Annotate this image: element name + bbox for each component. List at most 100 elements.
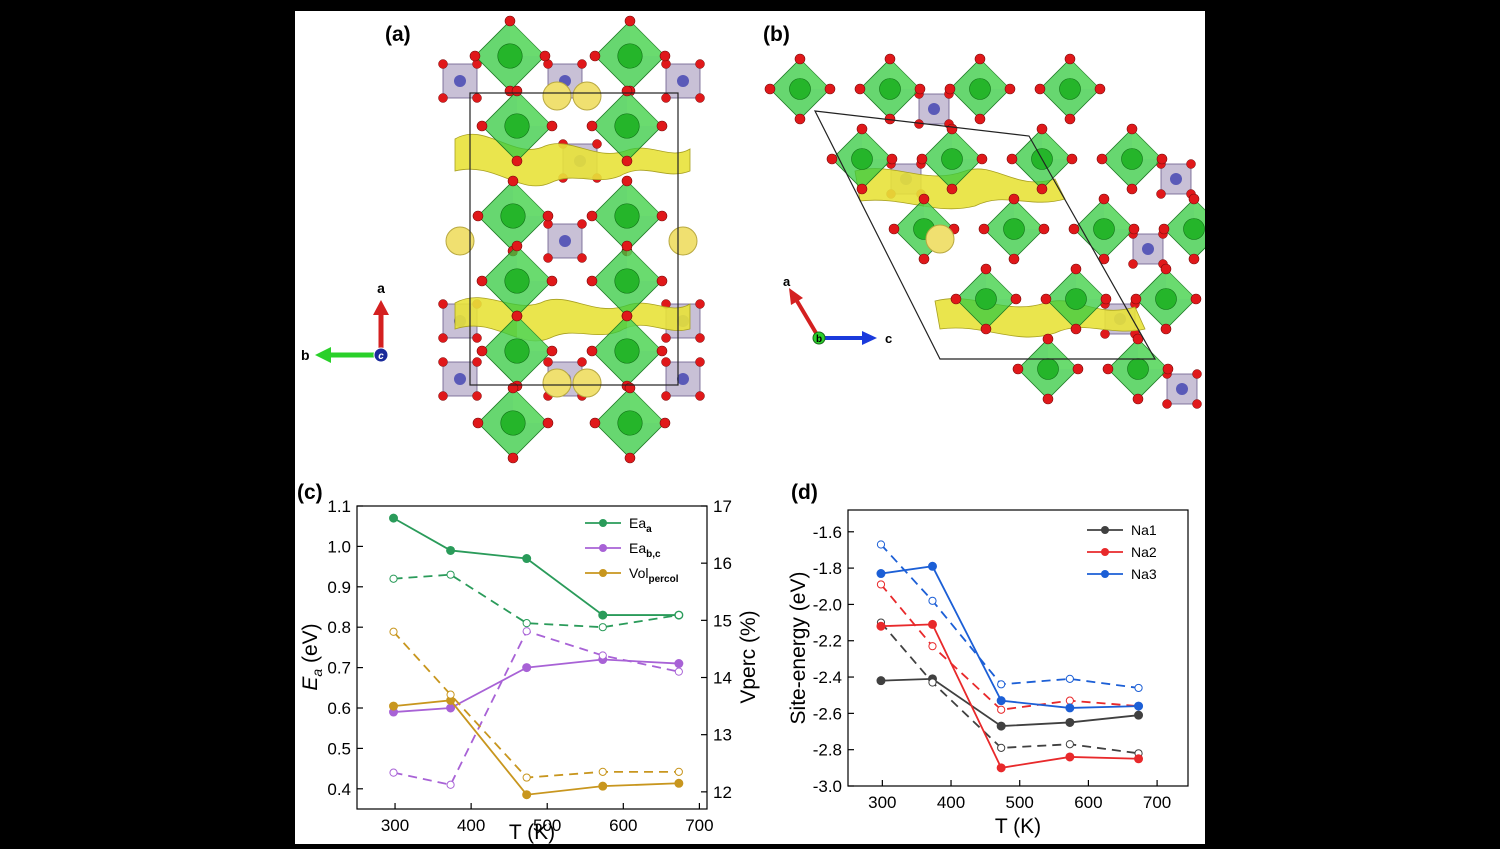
data-point (598, 781, 608, 791)
series-line (393, 658, 679, 713)
panel-b-label: (b) (763, 23, 790, 46)
octahedron (1068, 193, 1140, 265)
data-point (1065, 696, 1074, 705)
series-line (393, 630, 680, 786)
x-tick-label: 300 (868, 793, 896, 812)
legend-marker (599, 519, 607, 527)
octahedron (586, 240, 668, 322)
data-point (598, 610, 608, 620)
legend-marker (599, 569, 607, 577)
octahedron (472, 382, 554, 464)
octahedron (589, 15, 671, 97)
series-line (880, 621, 1139, 755)
data-point (1065, 752, 1075, 762)
series-line (880, 623, 1139, 769)
data-point (674, 767, 683, 776)
octahedron (1040, 263, 1112, 335)
axis-b-label-b: b (816, 334, 822, 345)
octahedron (1096, 123, 1168, 195)
sodium-atom (542, 368, 572, 398)
octahedron (978, 193, 1050, 265)
y-axis-label-d: Site-energy (eV) (787, 572, 810, 725)
data-point (876, 540, 886, 549)
panel-a-label: (a) (385, 23, 411, 46)
data-point (522, 663, 532, 673)
tetrahedron (438, 357, 482, 401)
ticks-c: 300 400 500 600 700 0.4 0.5 0.6 0.7 0.8 0.9 1.0 1.1 1… (327, 497, 732, 835)
tetrahedron (1156, 159, 1196, 199)
data-point (389, 574, 398, 583)
sodium-atom (925, 224, 955, 254)
y-tick-label: -1.8 (813, 559, 842, 578)
data-point (996, 721, 1006, 731)
y-tick-label: -2.2 (813, 632, 842, 651)
plot-frame-d (847, 509, 1189, 787)
legend-marker (599, 544, 607, 552)
series-line (393, 699, 679, 796)
data-point (674, 667, 683, 676)
data-point (389, 513, 399, 523)
data-point (446, 690, 455, 699)
axis-c-label-a: c (378, 351, 384, 362)
legend-label: Na2 (1131, 544, 1157, 560)
data-point (876, 569, 886, 579)
y2-tick-label: 13 (713, 726, 732, 745)
axis-a-label-b: a (783, 274, 791, 289)
panel-d-label: (d) (791, 481, 818, 504)
legend-marker (1101, 526, 1109, 534)
data-point (928, 642, 937, 651)
octahedron (1130, 263, 1202, 335)
y-tick-label: 1.1 (327, 497, 351, 516)
y-tick-label: 0.4 (327, 780, 351, 799)
octahedron (950, 263, 1022, 335)
data-point (876, 580, 886, 589)
data-point (598, 623, 607, 632)
unit-cell-b (813, 110, 1157, 360)
x-tick-label: 300 (381, 816, 409, 835)
structure-a-image (438, 15, 705, 464)
x-tick-label: 400 (457, 816, 485, 835)
octahedron (1012, 333, 1084, 405)
octahedron (1158, 193, 1230, 265)
axis-triad-a: a b c (301, 280, 389, 363)
series-line (393, 573, 679, 629)
legend-d: Na1 Na2 Na3 (1087, 522, 1157, 582)
tetrahedron (1162, 369, 1202, 409)
tetrahedron (438, 59, 482, 103)
y-tick-label: -2.6 (813, 704, 842, 723)
series-line (880, 583, 1139, 711)
structure-a: (a) a b c (301, 15, 705, 464)
x-tick-label: 600 (609, 816, 637, 835)
octahedron (944, 53, 1016, 125)
data-point (928, 678, 937, 687)
data-point (389, 627, 398, 636)
data-point (522, 554, 532, 564)
legend-marker (1101, 548, 1109, 556)
data-point (674, 610, 683, 620)
data-point (389, 768, 398, 777)
data-point (1065, 674, 1074, 683)
data-point (446, 570, 455, 579)
axis-a-label-a: a (377, 280, 385, 296)
data-point (446, 545, 456, 555)
data-point (446, 780, 455, 789)
series-d (876, 540, 1144, 773)
data-point (522, 790, 532, 800)
octahedron (1102, 333, 1174, 405)
x-tick-label: 400 (937, 793, 965, 812)
data-point (674, 778, 684, 788)
structure-b-image (764, 53, 1230, 409)
data-point (522, 619, 531, 628)
data-point (598, 651, 607, 660)
y2-axis-label-c: Vperc (%) (737, 610, 760, 703)
data-point (997, 743, 1006, 752)
tetrahedron (1128, 229, 1168, 269)
legend-label: Na3 (1131, 566, 1157, 582)
y2-tick-label: 14 (713, 669, 732, 688)
tetrahedron (543, 219, 587, 263)
sodium-atom (572, 368, 602, 398)
y-axis-label-c: Ea (eV) (299, 623, 325, 690)
series-c (389, 513, 684, 800)
y2-tick-label: 17 (713, 497, 732, 516)
data-point (997, 680, 1006, 689)
